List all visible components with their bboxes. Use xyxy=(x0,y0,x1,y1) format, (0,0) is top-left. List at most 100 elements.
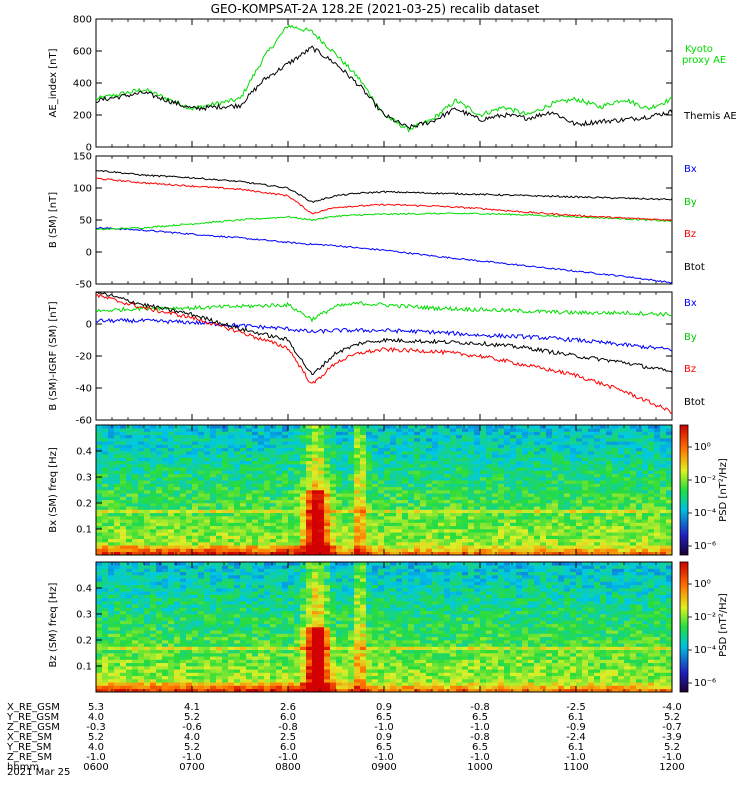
spectrogram-cell xyxy=(168,620,175,625)
spectrogram-cell xyxy=(162,610,169,615)
spectrogram-cell xyxy=(192,548,199,553)
spectrogram-cell xyxy=(174,633,181,638)
spectrogram-cell xyxy=(120,457,127,462)
spectrogram-cell xyxy=(180,529,187,533)
spectrogram-cell xyxy=(636,496,643,501)
spectrogram-cell xyxy=(348,542,355,546)
spectrogram-cell xyxy=(408,512,415,517)
spectrogram-cell xyxy=(366,454,373,458)
spectrogram-cell xyxy=(408,551,415,556)
spectrogram-cell xyxy=(120,578,127,582)
spectrogram-cell xyxy=(138,643,145,647)
spectrogram-cell xyxy=(108,584,115,589)
spectrogram-cell xyxy=(144,499,151,504)
spectrogram-cell xyxy=(522,483,529,488)
spectrogram-cell xyxy=(498,506,505,510)
spectrogram-cell xyxy=(108,597,115,602)
spectrogram-cell xyxy=(408,548,415,553)
spectrogram-cell xyxy=(588,473,595,478)
spectrogram-cell xyxy=(324,522,331,527)
spectrogram-cell xyxy=(246,454,253,458)
spectrogram-cell xyxy=(666,428,673,432)
y-tick-label: -50 xyxy=(76,280,92,291)
spectrogram-cell xyxy=(552,496,559,501)
spectrogram-cell xyxy=(336,548,343,553)
spectrogram-cell xyxy=(324,503,331,507)
spectrogram-cell xyxy=(102,434,109,439)
spectrogram-cell xyxy=(318,434,325,439)
spectrogram-cell xyxy=(642,542,649,546)
spectrogram-cell xyxy=(636,486,643,491)
spectrogram-cell xyxy=(420,496,427,501)
spectrogram-cell xyxy=(444,473,451,478)
spectrogram-cell xyxy=(198,464,205,468)
spectrogram-cell xyxy=(510,447,517,452)
spectrogram-cell xyxy=(558,457,565,462)
spectrogram-cell xyxy=(204,425,211,429)
spectrogram-cell xyxy=(204,685,211,690)
spectrogram-cell xyxy=(282,506,289,510)
spectrogram-cell xyxy=(336,451,343,455)
spectrogram-cell xyxy=(228,470,235,475)
spectrogram-cell xyxy=(534,525,541,530)
spectrogram-cell xyxy=(162,588,169,592)
spectrogram-cell xyxy=(210,499,217,504)
spectrogram-cell xyxy=(510,545,517,549)
spectrogram-cell xyxy=(654,431,661,436)
spectrogram-cell xyxy=(180,467,187,471)
spectrogram-cell xyxy=(120,431,127,436)
spectrogram-cell xyxy=(96,581,103,586)
spectrogram-cell xyxy=(174,679,181,683)
spectrogram-cell xyxy=(306,522,313,527)
spectrogram-cell xyxy=(570,428,577,432)
spectrogram-cell xyxy=(168,483,175,488)
spectrogram-cell xyxy=(300,532,307,536)
spectrogram-cell xyxy=(186,512,193,517)
spectrogram-cell xyxy=(432,441,439,445)
spectrogram-cell xyxy=(204,512,211,517)
spectrogram-cell xyxy=(342,473,349,478)
spectrogram-cell xyxy=(192,516,199,520)
spectrogram-cell xyxy=(228,477,235,481)
spectrogram-cell xyxy=(570,441,577,445)
spectrogram-cell xyxy=(168,653,175,657)
spectrogram-cell xyxy=(192,457,199,462)
spectrogram-cell xyxy=(150,662,157,667)
spectrogram-cell xyxy=(306,519,313,523)
spectrogram-cell xyxy=(540,490,547,494)
spectrogram-cell xyxy=(492,509,499,514)
spectrogram-cell xyxy=(510,460,517,465)
spectrogram-cell xyxy=(342,522,349,527)
spectrogram-cell xyxy=(558,545,565,549)
spectrogram-cell xyxy=(654,516,661,520)
spectrogram-cell xyxy=(564,493,571,497)
spectrogram-cell xyxy=(114,529,121,533)
spectrogram-cell xyxy=(372,464,379,468)
spectrogram-cell xyxy=(276,467,283,471)
spectrogram-cell xyxy=(126,662,133,667)
spectrogram-cell xyxy=(132,646,139,651)
spectrogram-cell xyxy=(552,464,559,468)
spectrogram-cell xyxy=(600,454,607,458)
spectrogram-cell xyxy=(582,447,589,452)
spectrogram-cell xyxy=(576,499,583,504)
spectrogram-cell xyxy=(618,438,625,442)
spectrogram-cell xyxy=(510,535,517,540)
spectrogram-cell xyxy=(114,597,121,602)
spectrogram-cell xyxy=(126,438,133,442)
spectrogram-cell xyxy=(318,477,325,481)
spectrogram-cell xyxy=(552,444,559,449)
spectrogram-cell xyxy=(384,454,391,458)
spectrogram-cell xyxy=(624,522,631,527)
spectrogram-cell xyxy=(360,425,367,429)
spectrogram-cell xyxy=(276,457,283,462)
spectrogram-cell xyxy=(498,522,505,527)
spectrogram-cell xyxy=(480,493,487,497)
spectrogram-cell xyxy=(558,434,565,439)
spectrogram-cell xyxy=(390,532,397,536)
spectrogram-cell xyxy=(354,538,361,543)
spectrogram-cell xyxy=(264,457,271,462)
spectrogram-cell xyxy=(144,519,151,523)
spectrogram-cell xyxy=(372,499,379,504)
spectrogram-cell xyxy=(210,522,217,527)
